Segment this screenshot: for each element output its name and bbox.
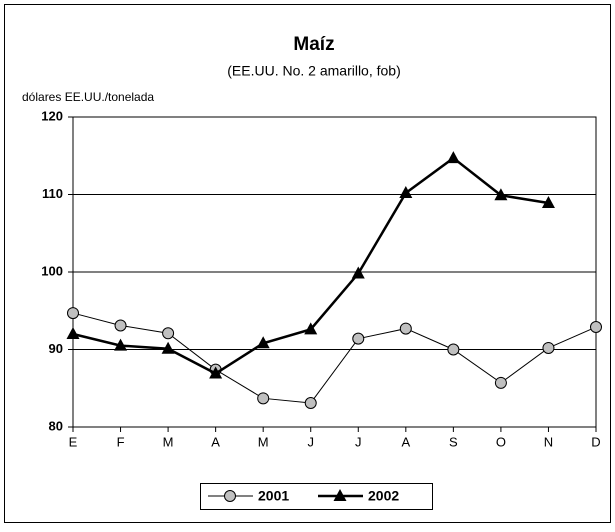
point <box>114 338 128 351</box>
y-tick-label: 80 <box>49 418 63 433</box>
x-tick-label: F <box>117 434 125 449</box>
x-tick-label: S <box>449 434 458 449</box>
point <box>66 327 80 339</box>
point <box>447 343 460 356</box>
y-axis-label: dólares EE.UU./tonelada <box>22 90 154 104</box>
legend-label: 2001 <box>258 488 289 504</box>
y-tick-label: 110 <box>42 186 63 201</box>
y-tick-label: 120 <box>41 108 63 123</box>
x-tick-label: O <box>496 434 506 449</box>
x-tick-label: M <box>258 434 269 449</box>
point <box>304 396 317 409</box>
point <box>114 319 127 332</box>
chart-subtitle: (EE.UU. No. 2 amarillo, fob) <box>227 63 401 79</box>
point <box>542 341 555 354</box>
series-line <box>72 312 597 404</box>
point <box>494 188 508 201</box>
x-tick-label: A <box>401 434 410 449</box>
chart-title: Maíz <box>293 34 334 55</box>
point <box>541 196 555 209</box>
legend-label: 2002 <box>368 488 399 504</box>
point <box>399 185 413 198</box>
x-tick-label: J <box>355 434 362 449</box>
point <box>333 489 347 501</box>
x-tick-label: E <box>69 434 78 449</box>
point <box>304 322 318 335</box>
point <box>67 307 79 320</box>
x-tick-label: A <box>211 434 220 449</box>
legend: 2001 2002 <box>200 483 433 510</box>
x-tick-label: M <box>163 434 174 449</box>
x-tick-label: J <box>307 434 314 449</box>
y-tick-label: 90 <box>49 341 63 356</box>
y-tick-label: 100 <box>41 263 63 278</box>
point <box>590 321 602 334</box>
point <box>351 266 365 279</box>
point <box>446 151 460 164</box>
point <box>256 336 270 349</box>
point <box>399 322 412 335</box>
x-tick-label: D <box>591 434 600 449</box>
point <box>352 332 365 345</box>
point <box>257 392 270 405</box>
point <box>161 341 175 354</box>
point <box>494 376 507 389</box>
point <box>209 366 223 379</box>
point <box>224 490 236 502</box>
point <box>162 327 175 340</box>
x-tick-label: N <box>544 434 553 449</box>
